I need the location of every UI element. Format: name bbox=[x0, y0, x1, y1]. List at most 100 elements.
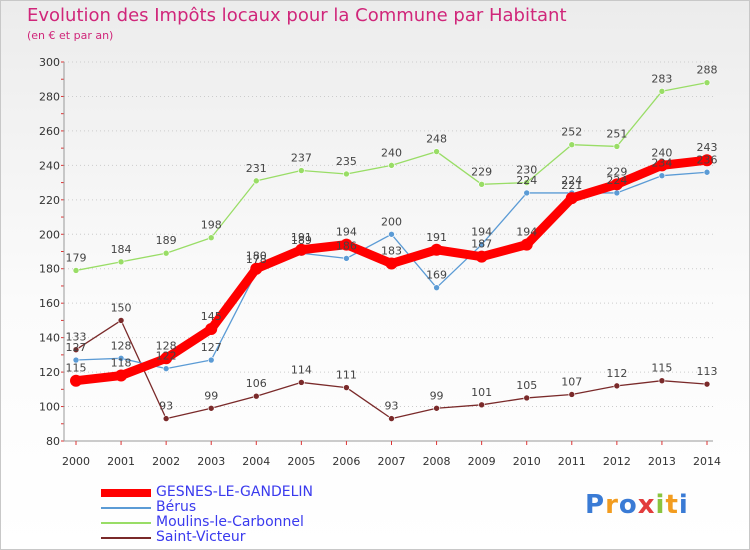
data-label: 107 bbox=[561, 375, 582, 388]
x-tick-label: 2001 bbox=[107, 455, 135, 468]
data-point bbox=[207, 404, 215, 412]
data-point bbox=[388, 230, 395, 238]
data-label: 224 bbox=[561, 174, 582, 187]
data-label: 189 bbox=[156, 234, 177, 247]
data-point bbox=[478, 181, 485, 188]
data-point bbox=[162, 415, 170, 422]
data-point bbox=[658, 172, 666, 179]
legend-label-berus: Bérus bbox=[156, 499, 197, 515]
data-label: 194 bbox=[516, 226, 537, 239]
data-point bbox=[610, 178, 623, 191]
y-tick-label: 80 bbox=[46, 435, 60, 448]
x-tick-label: 2000 bbox=[62, 455, 90, 468]
x-tick-label: 2003 bbox=[197, 455, 225, 468]
data-label: 236 bbox=[697, 153, 718, 166]
x-tick-label: 2013 bbox=[648, 455, 676, 468]
logo-letter: t bbox=[665, 490, 679, 520]
data-label: 224 bbox=[606, 174, 627, 187]
data-label: 240 bbox=[651, 146, 672, 159]
data-label: 99 bbox=[204, 389, 218, 402]
data-label: 128 bbox=[156, 339, 177, 352]
data-point bbox=[523, 189, 531, 197]
y-tick-label: 280 bbox=[39, 90, 60, 103]
data-label: 180 bbox=[246, 250, 267, 263]
x-tick-label: 2010 bbox=[513, 455, 541, 468]
x-tick-label: 2009 bbox=[468, 455, 496, 468]
data-point bbox=[655, 159, 668, 172]
data-point bbox=[703, 380, 711, 388]
data-point bbox=[658, 377, 666, 385]
data-label: 240 bbox=[381, 146, 402, 159]
data-label: 112 bbox=[606, 367, 627, 380]
legend-swatch-saint-victeur bbox=[101, 537, 151, 539]
data-point bbox=[205, 323, 218, 336]
data-label: 145 bbox=[201, 310, 222, 323]
data-point bbox=[385, 257, 398, 270]
data-point bbox=[568, 141, 576, 148]
data-label: 133 bbox=[66, 331, 87, 344]
data-point bbox=[115, 369, 128, 382]
data-label: 248 bbox=[426, 133, 447, 146]
data-label: 184 bbox=[111, 243, 132, 256]
data-point bbox=[162, 249, 170, 257]
data-label: 127 bbox=[201, 341, 222, 354]
data-label: 183 bbox=[381, 245, 402, 258]
data-label: 251 bbox=[606, 127, 627, 140]
y-tick-label: 300 bbox=[39, 56, 60, 69]
data-label: 118 bbox=[111, 357, 132, 370]
data-label: 105 bbox=[516, 379, 537, 392]
data-point bbox=[117, 317, 125, 324]
y-tick-label: 160 bbox=[39, 297, 60, 310]
x-tick-label: 2002 bbox=[152, 455, 180, 468]
data-point bbox=[298, 379, 305, 386]
logo-letter: P bbox=[585, 490, 606, 520]
y-tick-label: 140 bbox=[39, 332, 60, 345]
y-tick-label: 220 bbox=[39, 194, 60, 207]
data-point bbox=[250, 262, 263, 275]
y-tick-label: 200 bbox=[39, 228, 60, 241]
logo-letter: r bbox=[605, 490, 619, 520]
x-tick-label: 2005 bbox=[287, 455, 315, 468]
data-label: 189 bbox=[291, 234, 312, 247]
data-label: 187 bbox=[471, 238, 492, 251]
x-tick-label: 2007 bbox=[378, 455, 406, 468]
data-label: 111 bbox=[336, 369, 357, 382]
data-label: 178 bbox=[246, 253, 267, 266]
logo-letter: o bbox=[618, 490, 638, 520]
data-label: 288 bbox=[697, 64, 718, 77]
data-label: 113 bbox=[697, 365, 718, 378]
chart-subtitle: (en € et par an) bbox=[27, 29, 114, 42]
data-point bbox=[70, 374, 82, 387]
data-label: 191 bbox=[291, 231, 312, 244]
data-point bbox=[117, 258, 125, 266]
logo-letter: i bbox=[655, 490, 666, 520]
data-point bbox=[568, 391, 576, 398]
data-point bbox=[343, 384, 350, 391]
legend-label-saint-victeur: Saint-Victeur bbox=[156, 529, 246, 545]
data-point bbox=[388, 415, 395, 422]
x-tick-label: 2004 bbox=[242, 455, 270, 468]
data-label: 191 bbox=[426, 231, 447, 244]
chart-title: Evolution des Impôts locaux pour la Comm… bbox=[27, 5, 567, 26]
data-label: 237 bbox=[291, 152, 312, 165]
data-point bbox=[72, 346, 80, 353]
data-label: 194 bbox=[336, 226, 357, 239]
data-label: 230 bbox=[516, 164, 537, 177]
y-tick-label: 100 bbox=[39, 401, 60, 414]
y-tick-label: 240 bbox=[39, 159, 60, 172]
data-point bbox=[117, 355, 125, 362]
data-label: 252 bbox=[561, 126, 582, 139]
legend-label-moulins: Moulins-le-Carbonnel bbox=[156, 514, 304, 530]
proxiti-logo: Proxiti bbox=[585, 490, 689, 520]
data-point bbox=[565, 192, 578, 205]
data-point bbox=[160, 352, 173, 365]
data-label: 198 bbox=[201, 219, 222, 232]
data-label: 229 bbox=[471, 165, 492, 178]
data-label: 283 bbox=[651, 72, 672, 85]
data-point bbox=[433, 284, 440, 291]
y-tick-label: 120 bbox=[39, 366, 60, 379]
data-point bbox=[207, 234, 215, 242]
data-label: 186 bbox=[336, 239, 357, 252]
data-point bbox=[252, 177, 260, 185]
